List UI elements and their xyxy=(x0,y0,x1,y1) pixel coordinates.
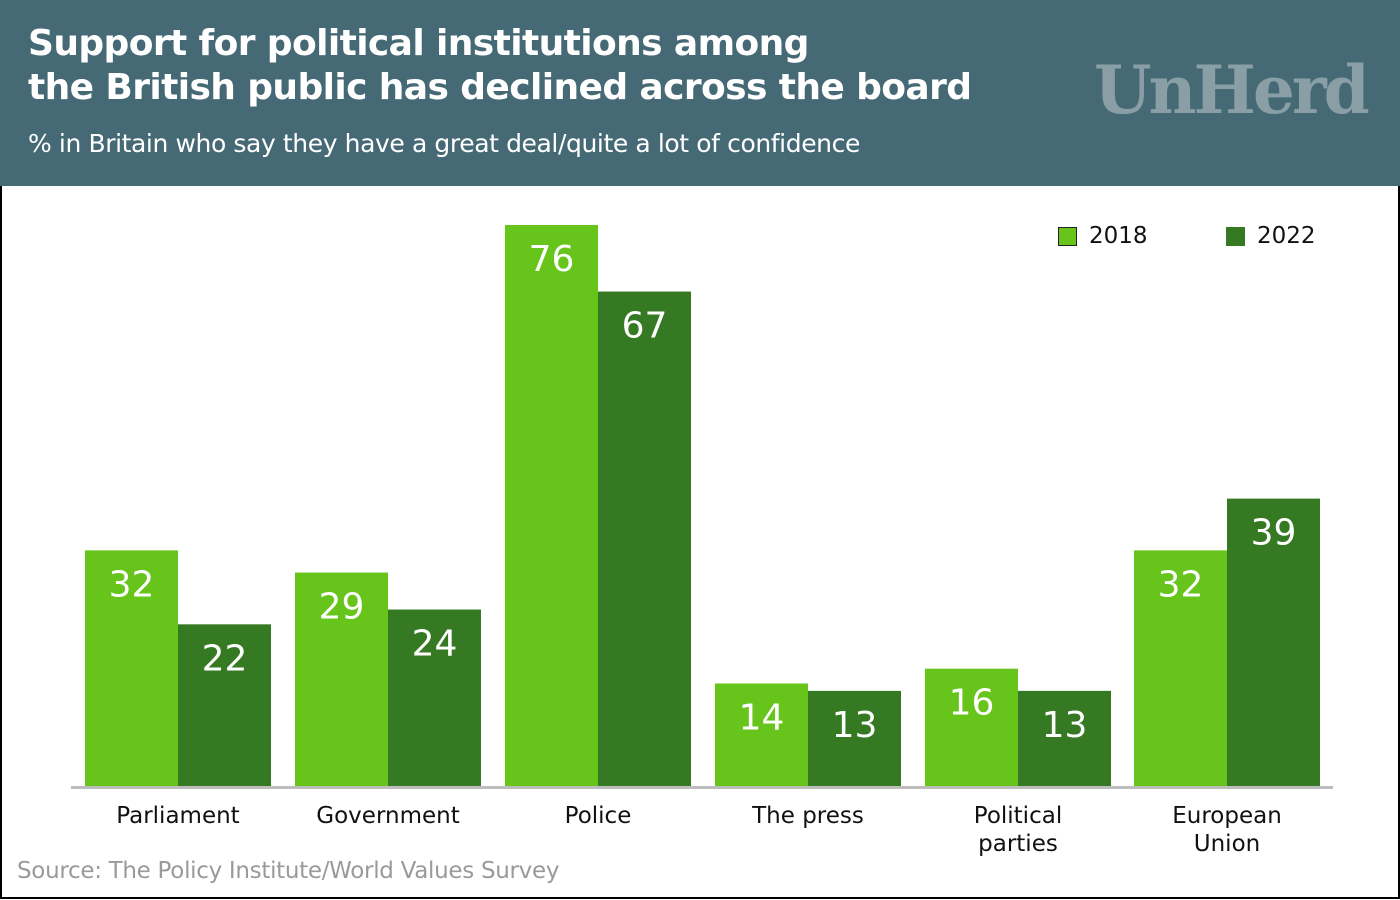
bar-2022 xyxy=(1018,690,1111,787)
bar-2018 xyxy=(505,225,598,787)
bar-2022 xyxy=(598,291,691,787)
category-label: Government xyxy=(316,803,459,829)
category-label: Union xyxy=(1194,831,1260,857)
data-label-2022: 39 xyxy=(1251,513,1297,554)
data-label-2018: 14 xyxy=(739,697,785,738)
chart-subtitle: % in Britain who say they have a great d… xyxy=(28,129,860,158)
legend-swatch-2018 xyxy=(1058,226,1077,246)
data-label-2018: 16 xyxy=(949,683,995,724)
legend-swatch-2022 xyxy=(1226,226,1245,246)
chart-frame xyxy=(0,186,1400,899)
bar-2018 xyxy=(85,550,178,787)
data-label-2018: 32 xyxy=(109,564,155,605)
category-label: parties xyxy=(978,831,1058,857)
legend-label-2018: 2018 xyxy=(1089,223,1148,249)
title-line-1: Support for political institutions among xyxy=(28,23,809,64)
bar-2018 xyxy=(925,668,1018,787)
chart-title: Support for political institutions among… xyxy=(28,22,972,110)
bar-2018 xyxy=(1134,550,1227,787)
data-label-2022: 13 xyxy=(1042,705,1088,746)
source-note: Source: The Policy Institute/World Value… xyxy=(17,858,560,884)
bar-2018 xyxy=(715,683,808,787)
header-banner: Support for political institutions among… xyxy=(0,0,1400,186)
data-label-2022: 22 xyxy=(202,638,248,679)
data-label-2018: 76 xyxy=(529,239,575,280)
data-label-2022: 13 xyxy=(832,705,878,746)
x-axis-baseline xyxy=(71,786,1333,789)
category-label: Parliament xyxy=(116,803,239,829)
legend-label-2022: 2022 xyxy=(1257,223,1316,249)
bar-2018 xyxy=(295,572,388,787)
bar-2022 xyxy=(388,609,481,787)
bar-2022 xyxy=(1227,498,1320,787)
data-label-2022: 67 xyxy=(622,306,668,347)
unherd-logo: UnHerd xyxy=(1094,51,1370,129)
legend-item-2018: 2018 xyxy=(1058,222,1148,250)
bar-2022 xyxy=(178,624,271,787)
category-label: Political xyxy=(974,803,1062,829)
category-label: The press xyxy=(751,803,864,829)
category-label: Police xyxy=(565,803,632,829)
title-line-2: the British public has declined across t… xyxy=(28,67,972,108)
category-label: European xyxy=(1172,803,1282,829)
bar-2022 xyxy=(808,690,901,787)
data-label-2018: 32 xyxy=(1158,564,1204,605)
data-label-2022: 24 xyxy=(412,624,458,665)
legend-item-2022: 2022 xyxy=(1226,222,1316,250)
data-label-2018: 29 xyxy=(319,587,365,628)
